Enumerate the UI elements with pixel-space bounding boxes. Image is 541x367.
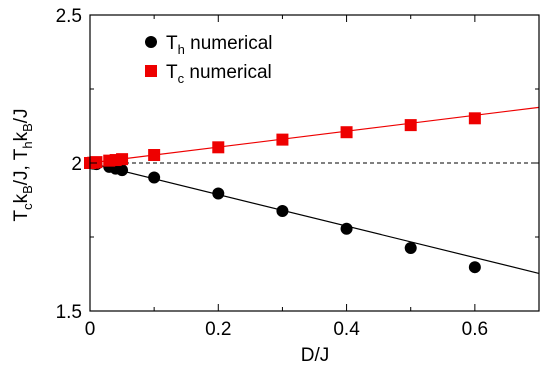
fit-line-th <box>89 162 540 274</box>
x-tick-label: 0.6 <box>462 319 488 340</box>
data-point-th <box>468 261 481 274</box>
y-tick-label: 1.5 <box>56 302 82 323</box>
x-tick-label: 0 <box>85 319 96 340</box>
data-point-tc <box>468 112 481 125</box>
y-tick-label: 2.5 <box>56 6 82 27</box>
legend-label-tc: Tc numerical <box>166 62 272 86</box>
data-point-th <box>340 222 353 235</box>
legend-item-tc: Tc numerical <box>145 62 272 86</box>
data-point-tc <box>148 149 161 162</box>
axes: 0 0.2 0.4 0.6 1.5 2 2.5 <box>56 6 540 340</box>
data-point-tc <box>276 133 289 146</box>
fit-line-tc <box>89 106 540 164</box>
data-point-th <box>404 241 417 254</box>
data-point-th <box>276 204 289 217</box>
data-point-th <box>212 187 225 200</box>
legend-label-th: Th numerical <box>166 33 273 57</box>
legend-square-marker <box>145 65 157 77</box>
legend: Th numerical Tc numerical <box>145 33 273 86</box>
x-tick-label: 0.4 <box>333 319 360 340</box>
data-point-tc <box>404 119 417 132</box>
data-point-th <box>148 171 161 184</box>
legend-circle-marker <box>145 36 157 48</box>
data-point-tc <box>90 156 103 169</box>
data-point-tc <box>340 126 353 139</box>
data-point-th <box>116 164 129 177</box>
legend-item-th: Th numerical <box>145 33 273 57</box>
data-markers <box>84 112 481 274</box>
fit-lines <box>89 106 540 274</box>
data-point-tc <box>116 153 129 166</box>
y-tick-label: 2 <box>71 154 82 175</box>
x-tick-label: 0.2 <box>205 319 231 340</box>
x-axis-label: D/J <box>301 345 330 366</box>
data-point-tc <box>212 141 225 154</box>
y-axis-label: TckB/J, ThkB/J <box>11 108 35 221</box>
